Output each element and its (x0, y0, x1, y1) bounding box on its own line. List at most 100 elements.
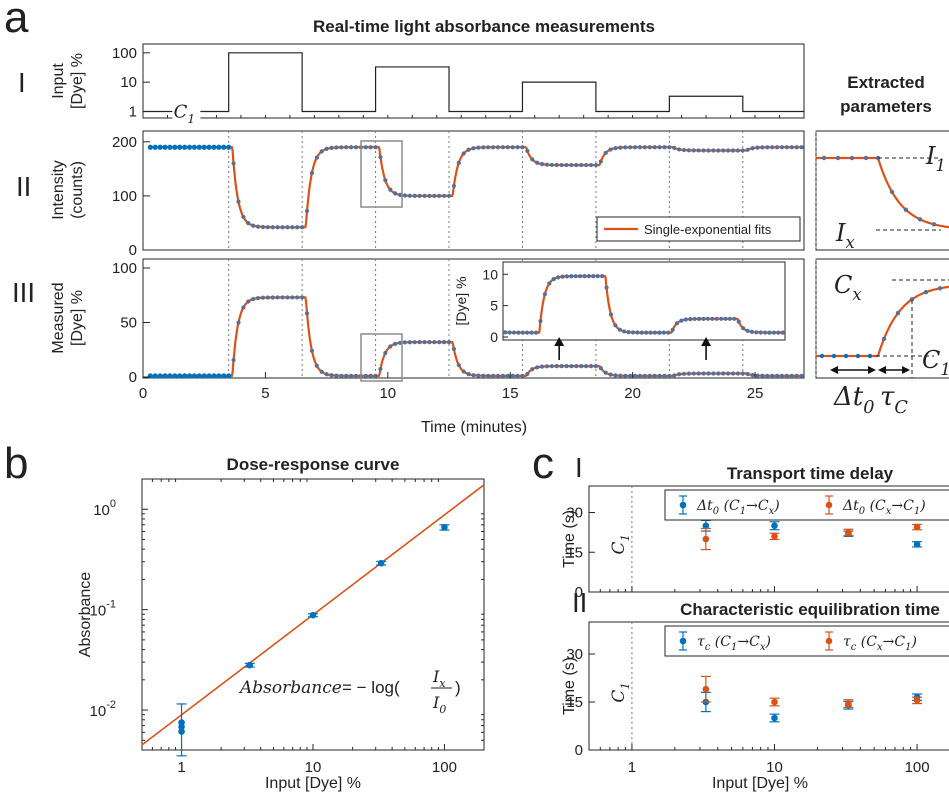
a-II-point (706, 148, 711, 153)
a-III-point (339, 373, 344, 378)
a-III-point (490, 373, 496, 378)
c-I-s0-point-0 (702, 522, 710, 530)
panel-a-roman-3: III (12, 279, 35, 309)
c-I-s1-point-0 (702, 535, 710, 543)
c-I-legend-dot-1 (825, 501, 833, 509)
a-II-point (280, 225, 285, 230)
inset-point (507, 330, 512, 335)
a-III-point (672, 373, 677, 378)
inset-ylabel: [Dye] % (453, 276, 469, 325)
b-ylabel: Absorbance (77, 572, 94, 657)
a-II-point (628, 145, 633, 150)
a-III-point (721, 371, 726, 376)
a-III-point (196, 373, 202, 379)
a-II-point (246, 221, 251, 226)
a-II-point (295, 225, 300, 230)
c-II-ytick-label-2: 30 (566, 646, 583, 663)
inset-point (710, 316, 715, 321)
b-ytick-label-2: 100 (93, 498, 116, 519)
a-II-point (774, 145, 780, 150)
a-II-point (422, 193, 427, 198)
inset-point (635, 330, 640, 335)
inset-point (758, 330, 763, 335)
a-II-point (167, 144, 173, 150)
a-III-point (211, 373, 217, 379)
a-III-point (216, 373, 222, 379)
a-III-ytick-label-0: 0 (129, 369, 137, 386)
a-III-point (535, 365, 540, 370)
a-II-point (285, 225, 290, 230)
a-III-point (696, 371, 701, 376)
param-dt-arrow-head-left (830, 366, 838, 374)
a-II-point (417, 193, 422, 198)
a-III-xtick-label-4: 20 (624, 385, 641, 402)
b-xtick-label-2: 100 (432, 759, 457, 776)
inset-arrowhead-0 (554, 337, 565, 346)
inset-point (661, 330, 666, 335)
a-II-point (686, 148, 692, 153)
a-III-point (677, 372, 682, 377)
a-II-point (559, 162, 564, 168)
a-III-point (794, 373, 799, 379)
inset-point (586, 274, 592, 279)
a-III-point (255, 295, 261, 301)
panel-c-label: c (532, 439, 554, 488)
c-I-s0-point-3 (913, 541, 921, 548)
b-xtick-label-0: 1 (177, 759, 185, 776)
a-II-point (241, 214, 246, 220)
b-ytick-label-0: 10-2 (90, 699, 116, 720)
param-tau-label: τC (880, 382, 908, 418)
a-II-point (221, 144, 227, 150)
a-II-point (657, 145, 662, 150)
inset-point (547, 281, 552, 286)
inset-ytick-label-2: 10 (482, 266, 498, 282)
a-II-point (196, 144, 202, 150)
param-II-frame (815, 130, 949, 251)
a-II-point (368, 145, 373, 150)
a-II-point (162, 144, 168, 150)
b-formula-den: I0 (432, 693, 446, 716)
inset-point (652, 330, 658, 335)
a-II-point (505, 145, 510, 150)
a-II-point (324, 146, 329, 152)
c-II-legend-text-0: τc (C1→Cx) (697, 634, 771, 653)
a-II-fit-line (150, 146, 802, 229)
c-II-c1-label: C1 (609, 682, 632, 702)
inset-point (617, 327, 622, 332)
param-III-point (909, 297, 915, 302)
a-III-point (427, 340, 432, 345)
inset-point (564, 274, 569, 279)
a-III-point (446, 340, 452, 345)
param-II-point (849, 155, 855, 161)
a-III-point (799, 373, 804, 379)
a-II-point (765, 145, 770, 150)
a-III-point (319, 369, 324, 374)
a-III-point (393, 341, 398, 346)
a-III-point (471, 373, 476, 378)
a-II-point (726, 148, 731, 153)
a-II-point (388, 187, 393, 192)
a-II-point (721, 148, 726, 153)
a-II-point (211, 144, 217, 150)
b-ytick-label-1: 10-1 (90, 599, 116, 620)
c-I-legend-box (664, 489, 949, 521)
c-II-s1-point-0 (702, 685, 710, 693)
a-III-point (152, 373, 158, 379)
c-I-legend-dot-0 (679, 501, 687, 509)
a-II-point (584, 162, 589, 168)
inset-point (516, 330, 521, 335)
a-II-point (603, 150, 608, 156)
a-II-point (549, 162, 554, 168)
a-II-point (461, 151, 466, 156)
a-II-point (186, 144, 193, 150)
a-II-point (672, 145, 677, 150)
b-point-6 (441, 524, 448, 531)
a-I-ytick-label-1: 10 (120, 74, 137, 91)
a-III-point (334, 373, 339, 378)
inset-frame (502, 261, 786, 341)
a-III-point (637, 373, 643, 379)
panel-a-label: a (4, 0, 29, 42)
a-II-point (740, 148, 745, 153)
param-I1-label: I1 (925, 142, 946, 175)
c-II-s1-point-1 (771, 698, 778, 706)
